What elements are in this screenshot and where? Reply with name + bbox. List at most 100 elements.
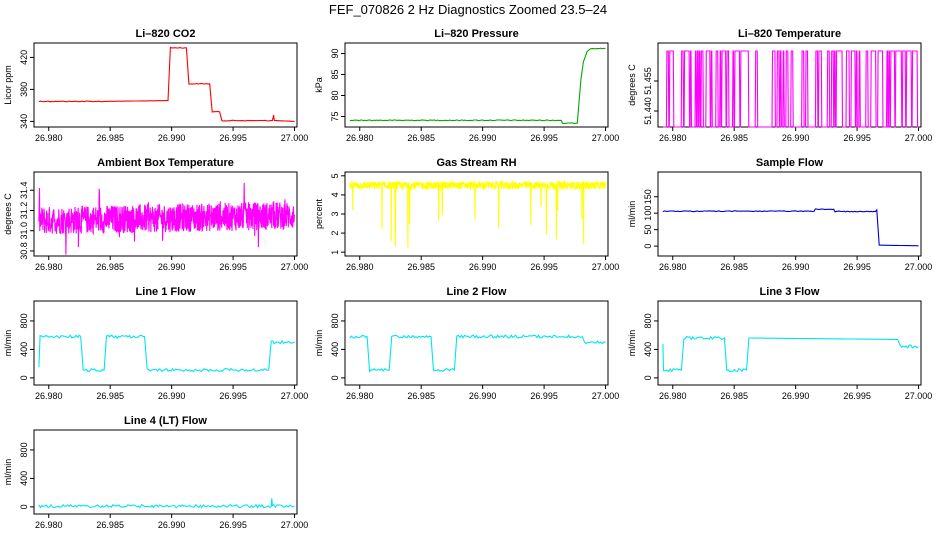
panel-title: Line 1 Flow xyxy=(136,286,196,298)
x-tick-label: 26.990 xyxy=(469,133,497,143)
x-tick-label: 26.980 xyxy=(346,262,374,272)
y-tick-label: 1 xyxy=(330,250,340,255)
x-tick-label: 26.995 xyxy=(530,391,558,401)
series-line xyxy=(38,498,295,509)
x-tick-label: 26.990 xyxy=(469,262,497,272)
panel-title: Li–820 CO2 xyxy=(136,28,196,40)
y-tick-label: 0 xyxy=(19,375,29,380)
x-tick-label: 26.995 xyxy=(219,520,247,530)
x-tick-label: 27.000 xyxy=(592,133,620,143)
plot-frame xyxy=(33,171,298,257)
series-line xyxy=(662,335,919,373)
y-tick-label: 800 xyxy=(19,313,29,328)
y-tick-label: 0 xyxy=(643,244,653,249)
panel-title: Li–820 Temperature xyxy=(738,28,841,40)
x-tick-label: 26.995 xyxy=(530,262,558,272)
x-tick-label: 26.990 xyxy=(158,391,186,401)
panel-title: Li–820 Pressure xyxy=(434,28,518,40)
y-tick-label: 31.4 xyxy=(19,181,29,199)
y-tick-label: 420 xyxy=(19,50,29,65)
y-tick-label: 800 xyxy=(330,313,340,328)
y-axis-label: ml/min xyxy=(627,330,637,357)
x-tick-label: 26.985 xyxy=(407,133,435,143)
y-tick-label: 0 xyxy=(643,375,653,380)
panel-title: Line 3 Flow xyxy=(760,286,820,298)
x-tick-label: 26.980 xyxy=(35,133,63,143)
x-tick-label: 26.990 xyxy=(782,133,810,143)
y-axis-label: Licor ppm xyxy=(3,65,13,105)
x-tick-label: 26.985 xyxy=(407,262,435,272)
x-tick-label: 26.995 xyxy=(219,262,247,272)
plot-frame xyxy=(657,300,922,386)
x-tick-label: 26.980 xyxy=(35,391,63,401)
panel-line4: Line 4 (LT) Flow 26.980 26.985 26.990 26.995… xyxy=(3,415,308,530)
y-tick-label: 80 xyxy=(330,90,340,100)
panel-title: Sample Flow xyxy=(756,157,824,169)
series-line xyxy=(349,179,607,248)
x-tick-label: 26.990 xyxy=(158,133,186,143)
x-tick-label: 27.000 xyxy=(905,391,933,401)
y-axis-label: ml/min xyxy=(314,330,324,357)
panel-line3: Line 3 Flow 26.980 26.985 26.990 26.995 27.00… xyxy=(627,286,932,401)
y-tick-label: 400 xyxy=(330,342,340,357)
series-line xyxy=(38,182,296,255)
y-tick-label: 85 xyxy=(330,69,340,79)
series-line xyxy=(662,50,919,128)
x-tick-label: 27.000 xyxy=(281,262,309,272)
x-tick-label: 26.995 xyxy=(843,391,871,401)
x-tick-label: 27.000 xyxy=(281,520,309,530)
y-tick-label: 90 xyxy=(330,48,340,58)
plot-frame xyxy=(344,300,609,386)
x-tick-label: 26.980 xyxy=(346,133,374,143)
x-tick-label: 26.995 xyxy=(219,133,247,143)
panel-temperature: Li–820 Temperature 26.980 26.985 26.990 26.9… xyxy=(627,28,932,143)
series-line xyxy=(38,46,295,122)
y-tick-label: 150 xyxy=(643,189,653,204)
y-axis-label: ml/min xyxy=(3,459,13,486)
x-tick-label: 26.990 xyxy=(782,262,810,272)
panel-title: Line 2 Flow xyxy=(447,286,507,298)
y-axis-label: kPa xyxy=(314,77,324,93)
y-tick-label: 51.455 xyxy=(643,67,653,95)
y-tick-label: 30.8 xyxy=(19,242,29,260)
y-tick-label: 400 xyxy=(643,342,653,357)
x-tick-label: 26.980 xyxy=(659,391,687,401)
series-line xyxy=(662,208,919,247)
plot-frame xyxy=(33,429,298,515)
plot-frame xyxy=(344,42,609,128)
panel-title: Ambient Box Temperature xyxy=(97,157,234,169)
x-tick-label: 27.000 xyxy=(592,262,620,272)
panel-pressure: Li–820 Pressure 26.980 26.985 26.990 26.995 2… xyxy=(314,28,619,143)
y-tick-label: 800 xyxy=(19,442,29,457)
x-tick-label: 27.000 xyxy=(281,133,309,143)
plot-frame xyxy=(657,171,922,257)
y-tick-label: 31.2 xyxy=(19,202,29,220)
x-tick-label: 26.985 xyxy=(96,520,124,530)
panel-line2: Line 2 Flow 26.980 26.985 26.990 26.995 27.00… xyxy=(314,286,619,401)
x-tick-label: 26.980 xyxy=(35,520,63,530)
x-tick-label: 26.990 xyxy=(782,391,810,401)
y-tick-label: 400 xyxy=(19,471,29,486)
x-tick-label: 26.995 xyxy=(843,133,871,143)
x-tick-label: 26.990 xyxy=(158,262,186,272)
y-tick-label: 31.0 xyxy=(19,222,29,240)
y-tick-label: 5 xyxy=(330,173,340,178)
panel-title: Line 4 (LT) Flow xyxy=(124,415,207,427)
y-tick-label: 0 xyxy=(19,504,29,509)
plot-frame xyxy=(33,42,298,128)
x-tick-label: 26.990 xyxy=(158,520,186,530)
y-tick-label: 380 xyxy=(19,82,29,97)
y-tick-label: 100 xyxy=(643,206,653,221)
panel-rh: Gas Stream RH 26.980 26.985 26.990 26.995 27.… xyxy=(314,157,619,272)
panel-sample: Sample Flow 26.980 26.985 26.990 26.995 27.00… xyxy=(627,157,932,272)
y-tick-label: 2 xyxy=(330,231,340,236)
series-line xyxy=(38,334,295,373)
y-tick-label: 400 xyxy=(19,342,29,357)
x-tick-label: 26.985 xyxy=(96,391,124,401)
x-tick-label: 26.985 xyxy=(96,262,124,272)
panel-title: Gas Stream RH xyxy=(436,157,516,169)
x-tick-label: 27.000 xyxy=(592,391,620,401)
x-tick-label: 26.995 xyxy=(843,262,871,272)
x-tick-label: 26.980 xyxy=(346,391,374,401)
panel-ambient: Ambient Box Temperature 26.980 26.985 26.99… xyxy=(3,157,308,272)
